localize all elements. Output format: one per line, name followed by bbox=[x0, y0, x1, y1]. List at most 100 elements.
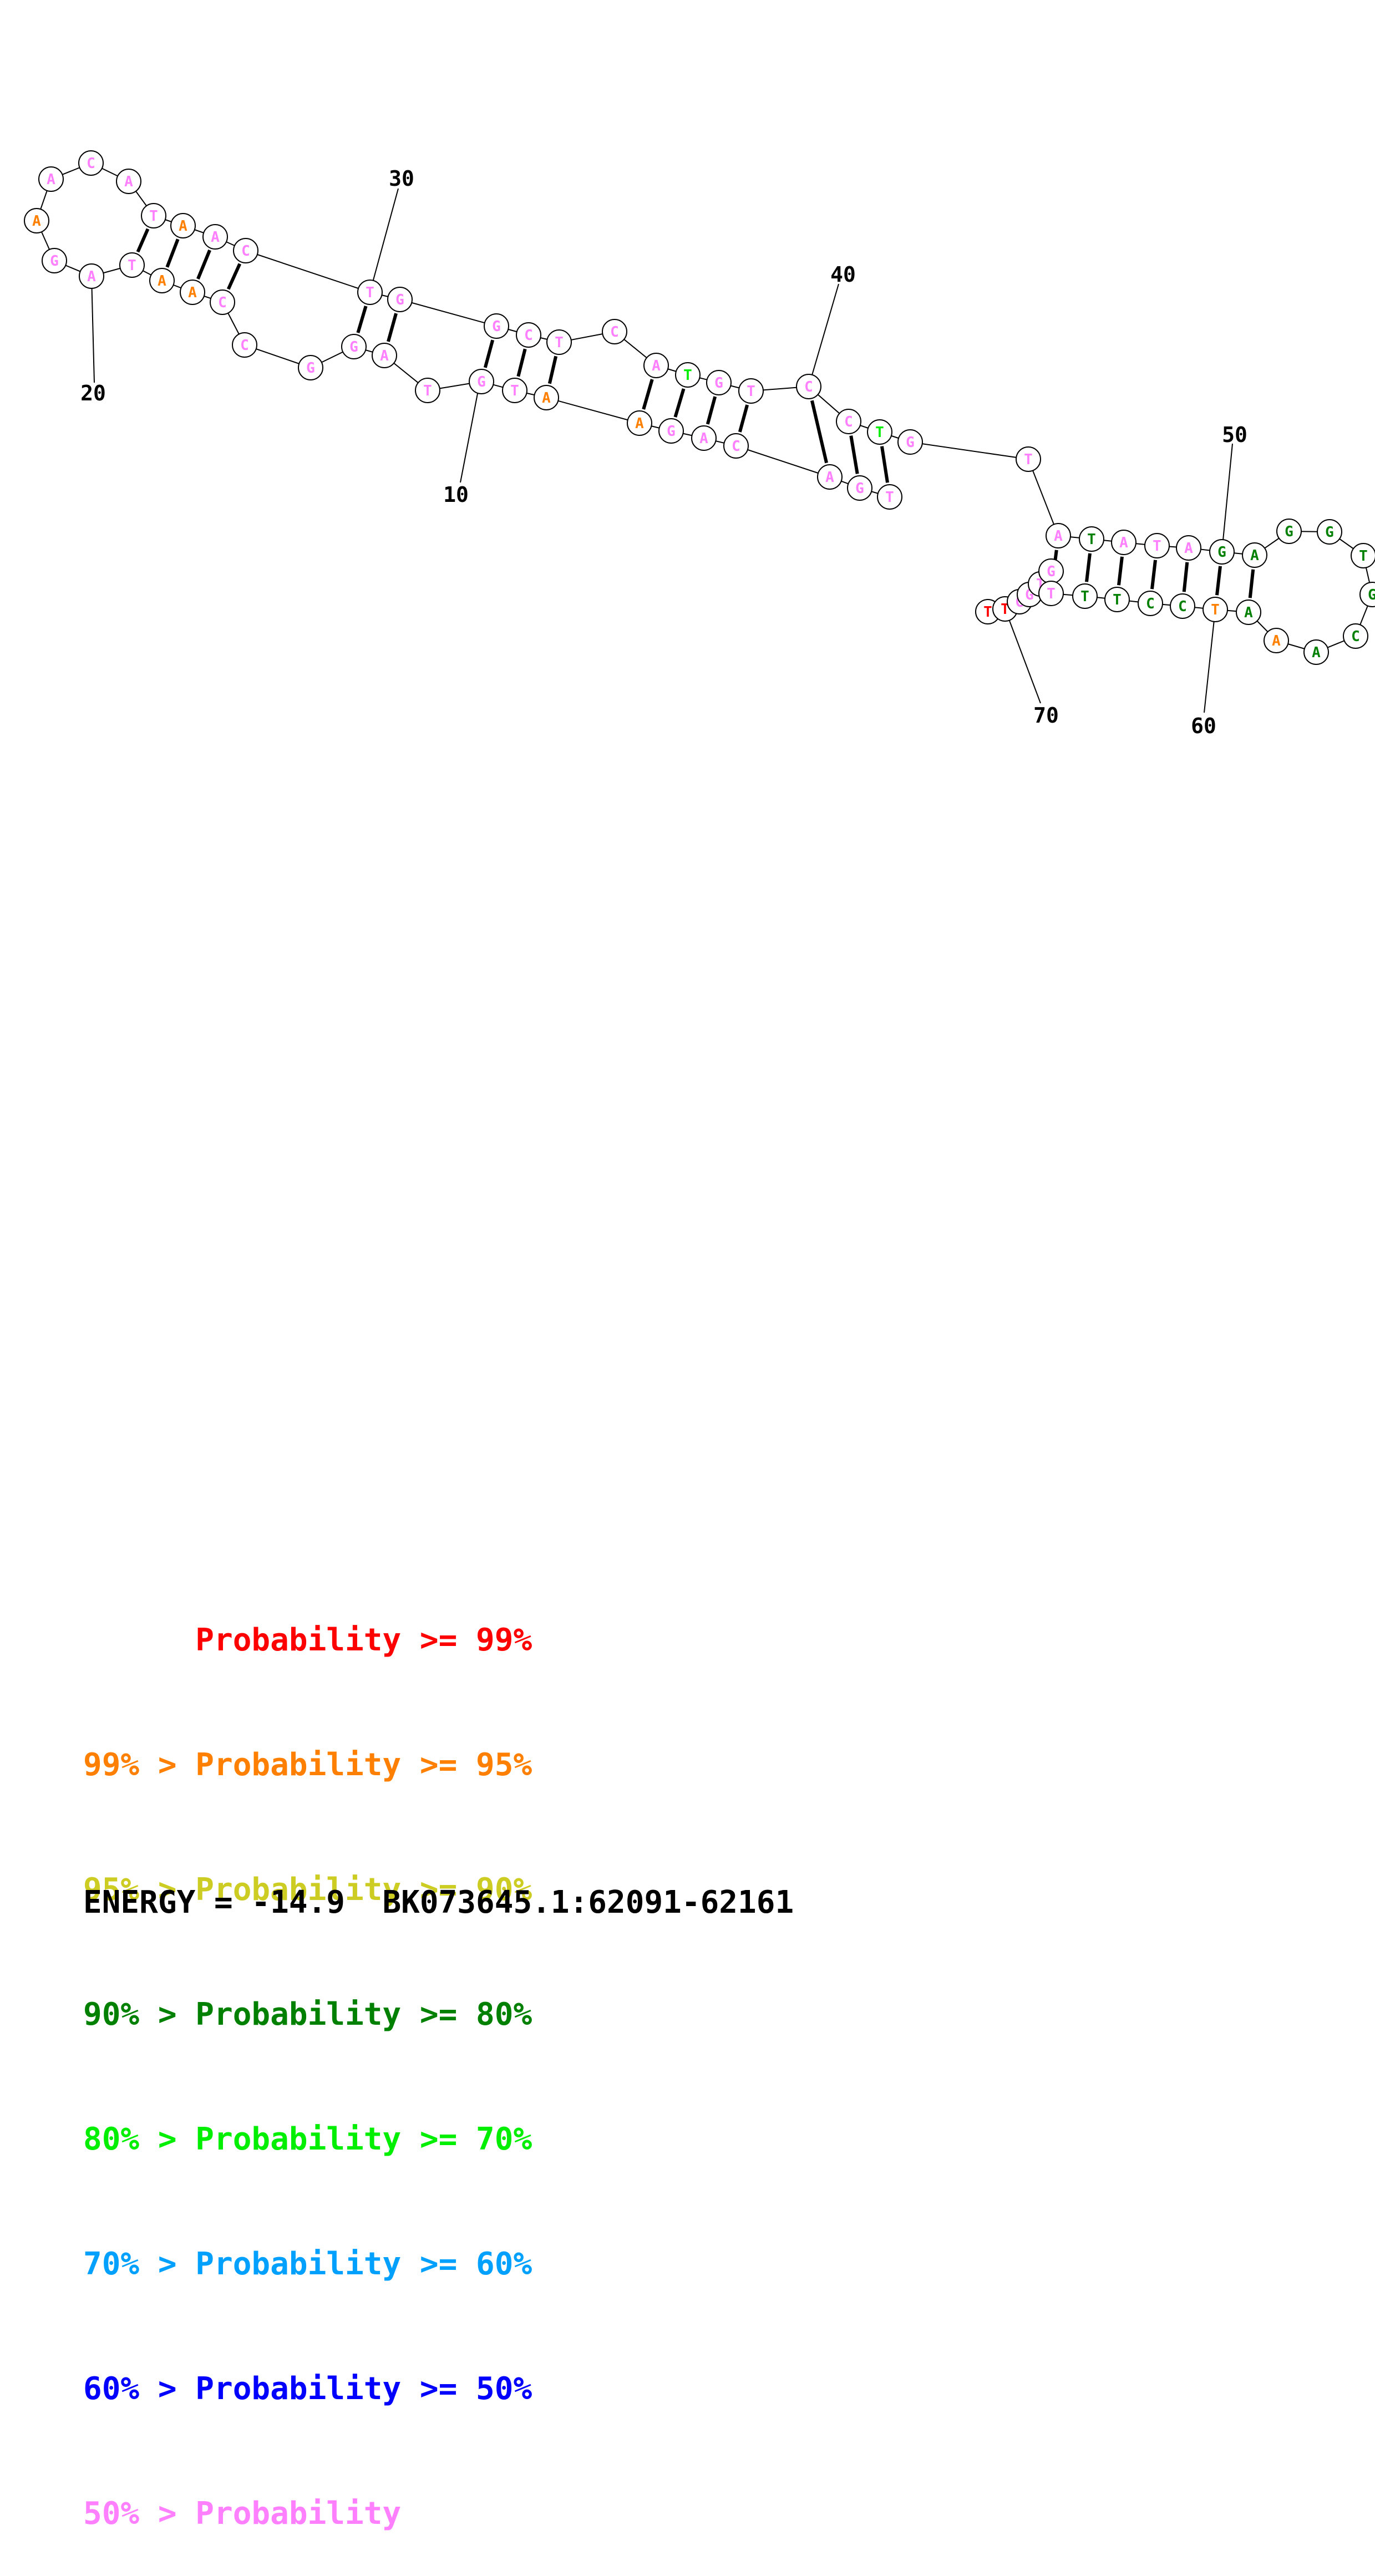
svg-text:A: A bbox=[188, 284, 197, 301]
base-pair-line bbox=[810, 400, 829, 464]
nucleotide: A bbox=[1176, 535, 1201, 561]
svg-text:G: G bbox=[50, 253, 59, 270]
position-label: 50 bbox=[1222, 423, 1247, 447]
base-pair-line bbox=[642, 379, 654, 410]
svg-text:A: A bbox=[1184, 540, 1193, 557]
svg-text:G: G bbox=[492, 318, 501, 335]
nucleotide: C bbox=[1170, 593, 1195, 619]
nucleotide: T bbox=[1351, 543, 1375, 568]
nucleotide: C bbox=[210, 289, 235, 315]
base-pair-line bbox=[1085, 553, 1092, 582]
svg-text:C: C bbox=[87, 155, 95, 172]
svg-text:T: T bbox=[128, 257, 136, 274]
legend-row-p90: 95% > Probability >= 90% bbox=[83, 1872, 532, 1908]
svg-text:A: A bbox=[1312, 644, 1321, 661]
legend-row-p50: 60% > Probability >= 50% bbox=[83, 2371, 532, 2407]
nucleotide: C bbox=[78, 150, 104, 176]
nucleotide: A bbox=[817, 464, 843, 490]
svg-text:T: T bbox=[423, 383, 432, 399]
svg-text:A: A bbox=[1054, 528, 1063, 545]
base-pair-line bbox=[1182, 562, 1189, 592]
svg-text:C: C bbox=[804, 379, 813, 395]
base-pair-line bbox=[226, 263, 242, 290]
svg-text:C: C bbox=[844, 414, 853, 430]
position-tick bbox=[1221, 443, 1233, 552]
legend-row-plow: 50% > Probability bbox=[83, 2496, 402, 2532]
svg-text:A: A bbox=[179, 218, 187, 235]
svg-text:G: G bbox=[477, 374, 486, 390]
legend-row-p95: 99% > Probability >= 95% bbox=[83, 1747, 532, 1783]
nucleotide: T bbox=[877, 484, 902, 510]
nucleotide: A bbox=[180, 280, 205, 305]
svg-text:A: A bbox=[652, 358, 661, 374]
nucleotide: T bbox=[738, 378, 764, 404]
svg-text:C: C bbox=[524, 327, 533, 344]
nucleotide: C bbox=[836, 409, 861, 434]
position-tick bbox=[808, 283, 839, 387]
nucleotide: A bbox=[116, 169, 141, 194]
nucleotide: G bbox=[469, 369, 494, 394]
nucleotide: T bbox=[675, 362, 701, 388]
svg-text:A: A bbox=[825, 469, 834, 486]
nucleotide: C bbox=[1138, 591, 1163, 616]
svg-text:A: A bbox=[87, 268, 96, 285]
position-label: 70 bbox=[1033, 703, 1059, 728]
nucleotide: G bbox=[706, 370, 732, 395]
nucleotide: A bbox=[1236, 599, 1261, 625]
svg-text:T: T bbox=[747, 383, 755, 400]
probability-legend: Probability >= 99% 99% > Probability >= … bbox=[83, 1536, 532, 2576]
nucleotide: C bbox=[1343, 623, 1368, 649]
svg-text:A: A bbox=[32, 213, 41, 230]
svg-text:C: C bbox=[240, 337, 249, 354]
nucleotide: C bbox=[723, 433, 749, 459]
svg-text:G: G bbox=[714, 375, 723, 392]
nucleotide: T bbox=[1079, 526, 1104, 552]
backbone-segment bbox=[245, 250, 371, 293]
svg-text:A: A bbox=[1119, 535, 1128, 551]
base-pair-line bbox=[483, 339, 495, 368]
nucleotide: G bbox=[1038, 558, 1064, 584]
svg-text:C: C bbox=[610, 324, 619, 341]
base-pair-line bbox=[1215, 566, 1222, 596]
nucleotide: A bbox=[534, 385, 559, 410]
nucleotide: T bbox=[141, 203, 166, 228]
nucleotide: A bbox=[24, 208, 49, 233]
base-pair-line bbox=[387, 313, 398, 342]
svg-text:G: G bbox=[667, 423, 676, 440]
svg-text:G: G bbox=[906, 434, 915, 451]
svg-text:C: C bbox=[732, 438, 740, 455]
nucleotide: T bbox=[1104, 587, 1130, 612]
svg-text:T: T bbox=[1087, 531, 1096, 548]
base-pair-line bbox=[1248, 569, 1255, 598]
position-label: 40 bbox=[830, 262, 856, 287]
position-label: 60 bbox=[1191, 714, 1216, 738]
backbone-segment bbox=[735, 445, 830, 477]
position-tick-lines bbox=[91, 188, 1233, 713]
svg-text:T: T bbox=[510, 383, 519, 399]
base-pair-line bbox=[673, 388, 686, 418]
nucleotide: C bbox=[232, 332, 257, 358]
nucleotide: C bbox=[233, 238, 258, 263]
svg-text:A: A bbox=[1272, 633, 1281, 649]
nucleotide: A bbox=[170, 213, 196, 238]
base-pair-line bbox=[738, 404, 749, 433]
backbone-lines bbox=[36, 162, 1373, 653]
base-pair-lines bbox=[136, 228, 1255, 609]
base-pair-line bbox=[880, 446, 890, 483]
base-pair-line bbox=[849, 435, 859, 474]
base-pair-line bbox=[196, 249, 211, 280]
energy-and-sequence-id: ENERGY = -14.9 BK073645.1:62091-62161 bbox=[83, 1884, 794, 1920]
backbone-segment bbox=[399, 299, 497, 327]
svg-text:A: A bbox=[542, 390, 551, 407]
base-pair-line bbox=[1117, 556, 1124, 586]
backbone-segment bbox=[1028, 459, 1059, 536]
svg-text:T: T bbox=[983, 604, 992, 621]
nucleotide: G bbox=[1276, 519, 1302, 544]
nucleotide: T bbox=[1144, 533, 1170, 558]
svg-text:C: C bbox=[1178, 598, 1187, 615]
nucleotide: A bbox=[38, 166, 64, 192]
nucleotide: A bbox=[149, 268, 175, 293]
svg-text:C: C bbox=[241, 243, 250, 260]
position-tick bbox=[1004, 608, 1041, 704]
svg-text:C: C bbox=[218, 294, 227, 311]
